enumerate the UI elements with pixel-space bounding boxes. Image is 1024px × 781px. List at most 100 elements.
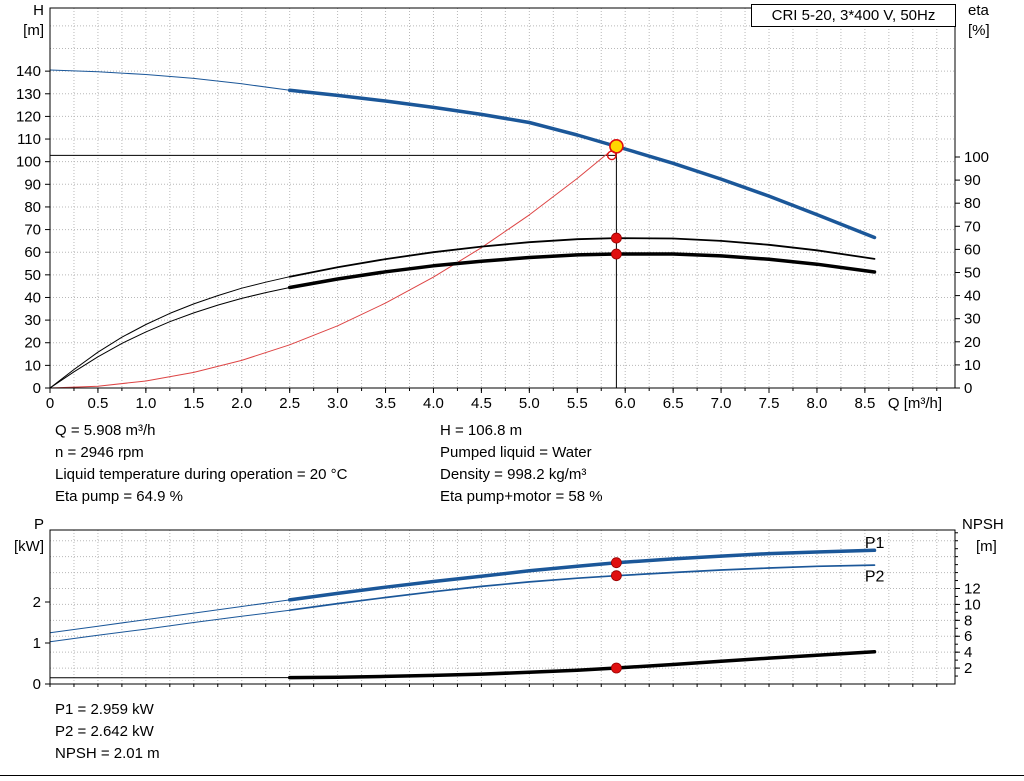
npsh-axis-unit: [m] — [976, 538, 997, 555]
p1-curve-ext — [49, 599, 291, 634]
pump-model-box: CRI 5-20, 3*400 V, 50Hz — [751, 4, 956, 27]
y-left-tick-label: 90 — [24, 176, 41, 193]
y-left-tick-label: 70 — [24, 222, 41, 239]
p2-point-marker — [610, 570, 622, 582]
y-left-tick-label: 80 — [24, 199, 41, 216]
y-left-tick-label: 60 — [24, 244, 41, 261]
p-axis-unit: [kW] — [14, 538, 44, 555]
plot-border — [49, 7, 956, 389]
y-right-tick-label: 6 — [964, 628, 972, 645]
p-axis-title: P — [33, 516, 44, 533]
x-tick-label: 4.5 — [471, 395, 492, 412]
npsh-axis-title: NPSH — [962, 516, 1004, 533]
y-left-tick-label: 140 — [16, 63, 41, 80]
h-axis-title: H — [33, 2, 44, 19]
eta-pump-motor-ext — [49, 287, 291, 389]
x-tick-label: 7.0 — [711, 395, 732, 412]
y-left-tick-label: 20 — [24, 335, 41, 352]
info-speed: n = 2946 rpm — [55, 444, 144, 461]
x-tick-label: 1.0 — [135, 395, 156, 412]
npsh-point-marker — [610, 662, 622, 674]
eta-axis-title: eta — [968, 2, 989, 19]
x-axis-label: Q [m³/h] — [888, 395, 942, 412]
y-right-tick-label: 100 — [964, 149, 989, 166]
x-tick-label: 2.0 — [231, 395, 252, 412]
eta-pump-motor-point-marker — [610, 248, 622, 260]
x-tick-label: 2.5 — [279, 395, 300, 412]
y-right-tick-label: 8 — [964, 612, 972, 629]
h-axis-unit: [m] — [23, 22, 44, 39]
y-right-tick-label: 10 — [964, 357, 981, 374]
y-left-tick-label: 40 — [24, 289, 41, 306]
npsh-curve — [287, 650, 877, 680]
power-info: P1 = 2.959 kW P2 = 2.642 kW NPSH = 2.01 … — [55, 699, 160, 765]
y-left-tick-label: 120 — [16, 108, 41, 125]
p1-point-marker — [610, 557, 622, 569]
pump-model-label: CRI 5-20, 3*400 V, 50Hz — [771, 7, 936, 24]
requested-point-marker — [606, 150, 617, 161]
x-tick-label: 3.0 — [327, 395, 348, 412]
y-left-tick-label: 0 — [33, 676, 41, 693]
y-left-tick-label: 110 — [17, 131, 41, 148]
x-tick-label: 5.0 — [519, 395, 540, 412]
y-right-tick-label: 2 — [964, 660, 972, 677]
system-curve — [49, 145, 617, 389]
operating-info-left: Q = 5.908 m³/h n = 2946 rpm Liquid tempe… — [55, 420, 347, 508]
y-right-tick-label: 0 — [964, 380, 972, 397]
x-tick-label: 8.0 — [807, 395, 828, 412]
y-right-tick-label: 80 — [964, 195, 981, 212]
info-p1: P1 = 2.959 kW — [55, 701, 154, 718]
info-liquid-temp: Liquid temperature during operation = 20… — [55, 466, 348, 483]
x-tick-label: 7.5 — [759, 395, 780, 412]
duty-point-marker — [609, 138, 624, 154]
eta-pump-motor — [287, 252, 877, 290]
y-right-tick-label: 70 — [964, 218, 981, 235]
x-tick-label: 3.5 — [375, 395, 396, 412]
x-tick-label: 1.5 — [183, 395, 204, 412]
head-curve-ext — [49, 69, 291, 91]
y-right-tick-label: 60 — [964, 241, 981, 258]
p1-curve — [287, 548, 877, 602]
bottom-divider — [0, 775, 1024, 776]
y-left-tick-label: 10 — [24, 357, 41, 374]
y-right-tick-label: 10 — [964, 596, 981, 613]
series-label-p2: P2 — [865, 568, 885, 585]
y-right-tick-label: 4 — [964, 644, 972, 661]
info-density: Density = 998.2 kg/m³ — [440, 466, 587, 483]
y-right-tick-label: 30 — [964, 311, 981, 328]
y-right-tick-label: 50 — [964, 264, 981, 281]
x-tick-label: 5.5 — [567, 395, 588, 412]
x-tick-label: 6.5 — [663, 395, 684, 412]
eta-pump — [288, 237, 876, 278]
y-left-tick-label: 100 — [16, 154, 41, 171]
x-tick-label: 8.5 — [854, 395, 875, 412]
x-tick-label: 0 — [46, 395, 54, 412]
eta-axis-unit: [%] — [968, 22, 990, 39]
info-eta-pump: Eta pump = 64.9 % — [55, 488, 183, 505]
top-chart: 0 0.5 1.0 1.5 2.0 2.5 3.0 3.5 4.0 4.5 5.0 5.5 6.0 6.5… — [16, 7, 989, 412]
y-left-tick-label: 0 — [33, 380, 41, 397]
info-flow: Q = 5.908 m³/h — [55, 422, 156, 439]
y-right-tick-label: 90 — [964, 172, 981, 189]
eta-pump-point-marker — [610, 232, 622, 244]
info-p2: P2 = 2.642 kW — [55, 723, 154, 740]
y-left-tick-label: 1 — [33, 635, 41, 652]
info-head: H = 106.8 m — [440, 422, 523, 439]
x-tick-label: 4.0 — [423, 395, 444, 412]
head-curve — [287, 88, 877, 240]
p2-curve — [288, 564, 876, 612]
eta-pump-ext — [49, 276, 291, 389]
plot-border — [49, 529, 956, 685]
y-right-tick-label: 20 — [964, 334, 981, 351]
operating-info-right: H = 106.8 m Pumped liquid = Water Densit… — [440, 420, 603, 508]
y-left-tick-label: 130 — [16, 86, 41, 103]
y-right-tick-label: 12 — [964, 580, 981, 597]
x-tick-label: 0.5 — [88, 395, 109, 412]
y-left-tick-label: 30 — [24, 312, 41, 329]
x-tick-label: 6.0 — [615, 395, 636, 412]
info-eta-pump-motor: Eta pump+motor = 58 % — [440, 488, 603, 505]
y-right-tick-label: 40 — [964, 288, 981, 305]
